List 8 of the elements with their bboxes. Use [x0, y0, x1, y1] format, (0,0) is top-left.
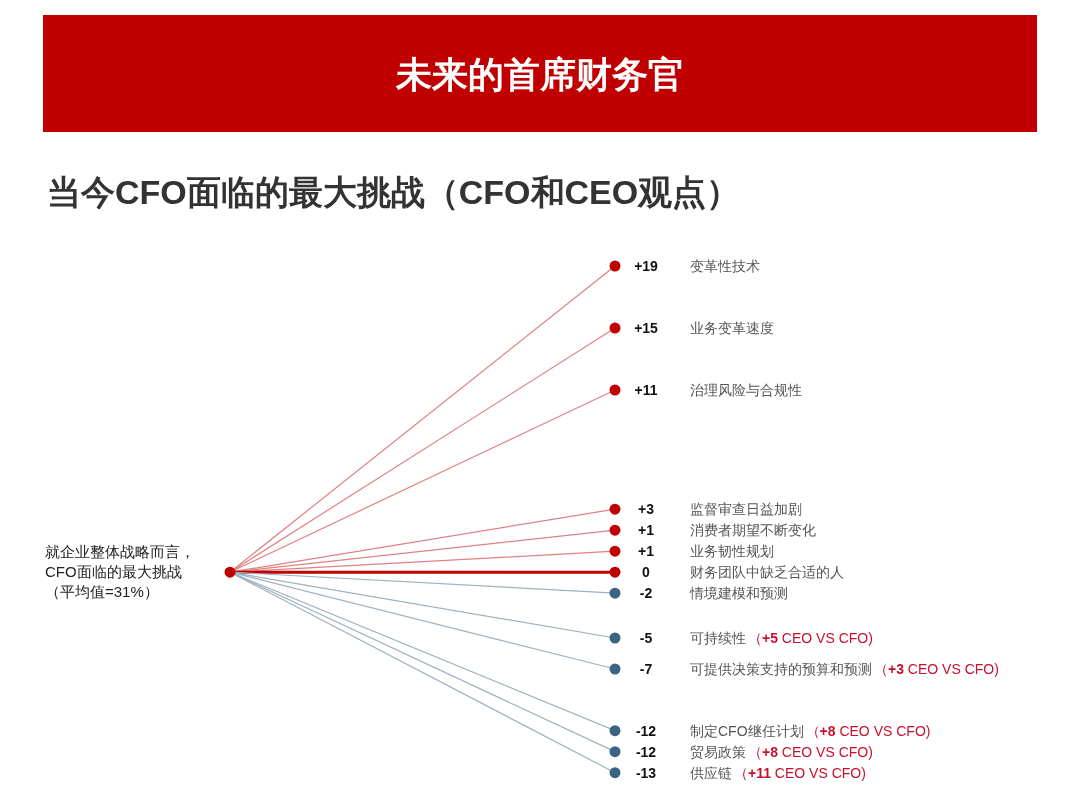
annotation: （+11 CEO VS CFO) — [734, 764, 866, 781]
annotation: 就企业整体战略而言，CFO面临的最大挑战（平均值=31%） — [45, 542, 196, 603]
annotation: （+5 CEO VS CFO) — [748, 630, 873, 646]
annotation: （+8 CEO VS CFO) — [805, 722, 931, 739]
title: 未来的首席财务官 — [396, 53, 684, 95]
annotation: （+3 CEO VS CFO) — [874, 661, 999, 677]
annotation: （+8 CEO VS CFO) — [748, 743, 873, 760]
subtitle: 当今CFO面临的最大挑战（CFO和CEO观点） — [47, 173, 741, 211]
